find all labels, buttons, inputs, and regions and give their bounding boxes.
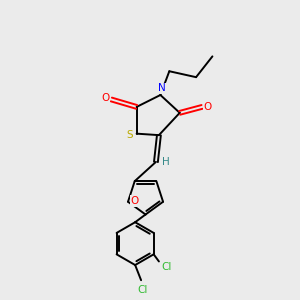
- Text: H: H: [162, 157, 169, 167]
- Text: Cl: Cl: [137, 285, 148, 295]
- Text: O: O: [101, 93, 110, 103]
- Text: O: O: [130, 196, 139, 206]
- Text: O: O: [204, 102, 212, 112]
- Text: N: N: [158, 83, 166, 94]
- Text: Cl: Cl: [161, 262, 172, 272]
- Text: S: S: [126, 130, 133, 140]
